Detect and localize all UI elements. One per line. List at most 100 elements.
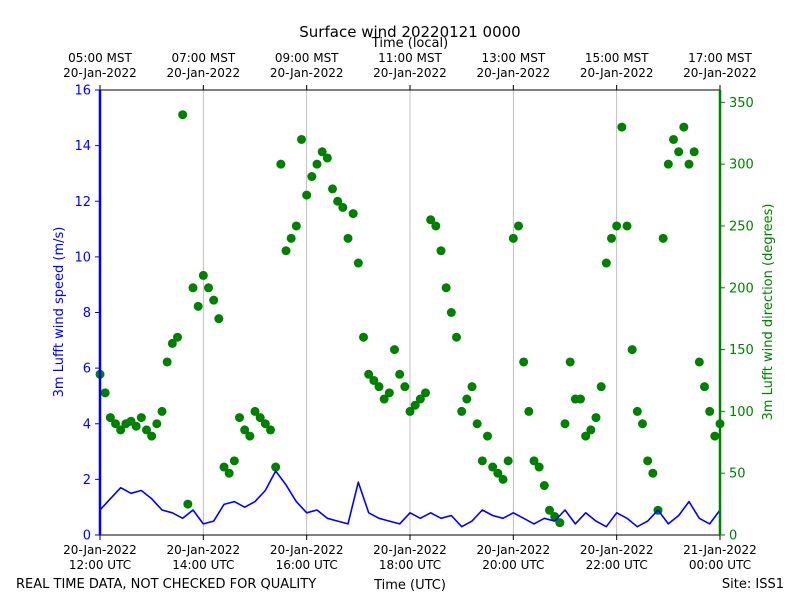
direction-point: [493, 468, 503, 478]
x-tick-label-date: 20-Jan-2022: [373, 543, 447, 557]
direction-point: [291, 221, 301, 231]
direction-point: [255, 413, 265, 423]
left-tick-label: 16: [74, 84, 91, 99]
x-tick-label-time: 14:00 UTC: [172, 558, 234, 572]
direction-point: [519, 357, 529, 367]
direction-point: [374, 382, 384, 392]
direction-point: [328, 184, 337, 194]
direction-point: [193, 301, 203, 311]
direction-point: [560, 419, 570, 429]
grid-lines: [202, 90, 618, 535]
direction-point: [219, 462, 229, 472]
right-tick-label: 300: [729, 158, 754, 173]
direction-point: [514, 221, 523, 231]
direction-point: [472, 419, 482, 429]
direction-point: [679, 122, 689, 132]
direction-point: [638, 419, 647, 429]
left-tick-label: 4: [83, 417, 91, 432]
direction-point: [457, 406, 467, 416]
direction-point: [545, 505, 554, 515]
direction-point: [601, 258, 611, 268]
left-tick-label: 6: [83, 362, 91, 377]
top-tick-label-time: 05:00 MST: [68, 51, 132, 65]
x-tick-label-time: 12:00 UTC: [69, 558, 131, 572]
direction-point: [483, 431, 492, 441]
direction-point: [529, 456, 539, 466]
right-tick-label: 100: [729, 405, 754, 420]
direction-point: [224, 468, 234, 478]
direction-point: [271, 462, 281, 472]
direction-point: [198, 270, 208, 280]
direction-point: [643, 456, 653, 466]
top-axis-label: Time (local): [371, 36, 448, 51]
direction-point: [343, 233, 353, 243]
right-tick-label: 0: [729, 529, 737, 544]
direction-point: [467, 382, 477, 392]
direction-point: [488, 462, 498, 472]
direction-point: [100, 388, 110, 398]
direction-point: [508, 233, 518, 243]
direction-point: [710, 431, 720, 441]
left-axis-ticks: 0 2 4 6 8 10 12 14 16: [74, 84, 100, 544]
direction-point: [245, 431, 255, 441]
direction-point: [379, 394, 389, 404]
direction-point: [348, 209, 358, 219]
direction-point: [700, 382, 709, 392]
direction-point: [147, 431, 157, 441]
top-tick-label-date: 20-Jan-2022: [270, 66, 344, 80]
direction-point: [276, 159, 286, 169]
direction-point: [229, 456, 239, 466]
chart-title: Surface wind 20220121 0000: [299, 23, 520, 41]
top-tick-label-date: 20-Jan-2022: [683, 66, 757, 80]
right-tick-label: 50: [729, 467, 746, 482]
right-tick-label: 350: [729, 96, 754, 111]
direction-point: [183, 499, 193, 509]
left-tick-label: 14: [74, 139, 91, 154]
direction-point: [405, 406, 415, 416]
direction-point: [658, 233, 668, 243]
x-tick-label-date: 21-Jan-2022: [683, 543, 757, 557]
direction-point: [116, 425, 126, 435]
direction-point: [586, 425, 596, 435]
direction-point: [333, 196, 343, 206]
direction-point: [178, 110, 188, 120]
direction-point: [260, 419, 270, 429]
direction-point: [415, 394, 425, 404]
quality-disclaimer: REAL TIME DATA, NOT CHECKED FOR QUALITY: [16, 577, 316, 592]
direction-point: [441, 283, 451, 293]
direction-point: [302, 190, 312, 200]
top-tick-label-date: 20-Jan-2022: [477, 66, 551, 80]
x-tick-label-time: 00:00 UTC: [689, 558, 751, 572]
direction-point: [607, 233, 616, 243]
x-tick-label-date: 20-Jan-2022: [63, 543, 137, 557]
direction-point: [173, 332, 182, 342]
direction-point: [162, 357, 172, 367]
left-tick-label: 0: [83, 529, 91, 544]
speed-series: [99, 470, 721, 528]
direction-point: [359, 332, 368, 342]
direction-point: [204, 283, 213, 293]
right-axis-label: 3m Lufft wind direction (degrees): [761, 204, 776, 421]
direction-point: [669, 134, 678, 144]
direction-point: [477, 456, 487, 466]
left-axis-label: 3m Lufft wind speed (m/s): [52, 227, 67, 398]
direction-point: [410, 400, 420, 410]
direction-point: [565, 357, 575, 367]
direction-point: [286, 233, 296, 243]
direction-point: [591, 413, 601, 423]
direction-point: [266, 425, 275, 435]
top-tick-label-time: 13:00 MST: [481, 51, 545, 65]
direction-point: [312, 159, 322, 169]
speed-line: [99, 470, 721, 528]
direction-point: [209, 295, 219, 305]
x-tick-label-time: 16:00 UTC: [276, 558, 338, 572]
direction-point: [152, 419, 162, 429]
direction-point: [317, 147, 327, 157]
direction-point: [167, 338, 177, 348]
direction-point: [632, 406, 642, 416]
direction-point: [105, 413, 115, 423]
direction-point: [384, 388, 394, 398]
direction-point: [157, 406, 167, 416]
